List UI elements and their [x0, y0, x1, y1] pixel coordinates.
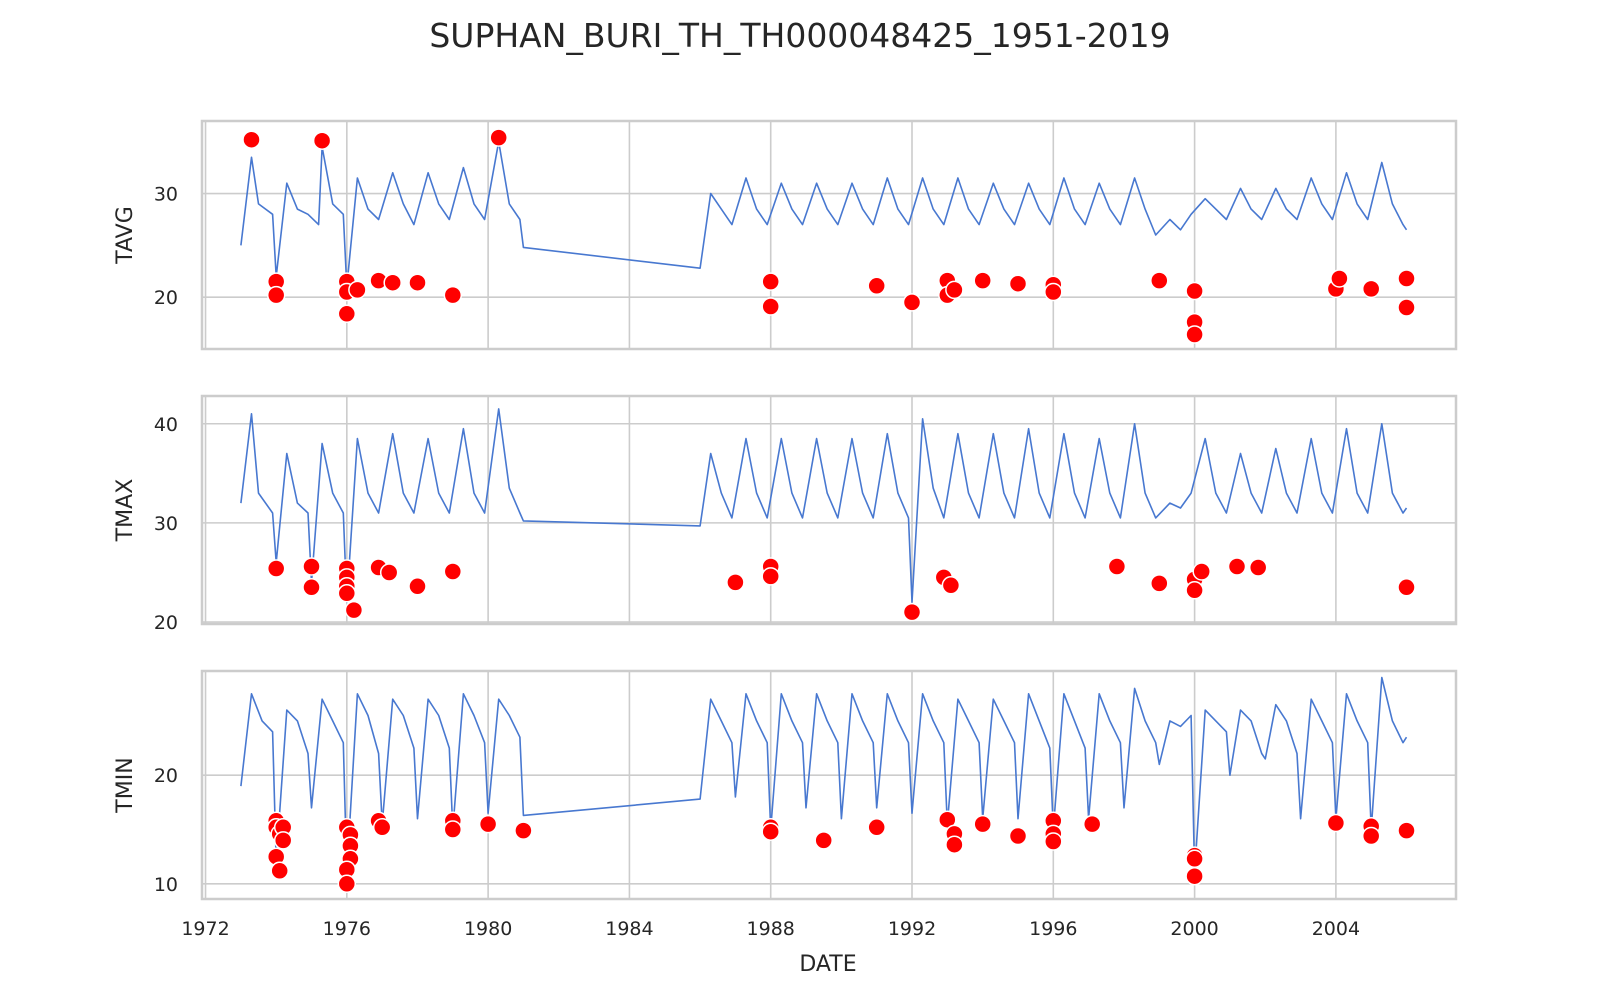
anomaly-point [266, 285, 286, 305]
anomaly-point [302, 578, 321, 597]
x-tick-label: 2004 [1312, 918, 1360, 940]
anomaly-point [761, 272, 780, 291]
x-tick-label: 1996 [1029, 918, 1077, 940]
anomaly-point [902, 293, 922, 312]
anomaly-point [242, 130, 261, 149]
anomaly-point [379, 563, 399, 582]
anomaly-point [337, 584, 357, 603]
anomaly-point [1397, 298, 1416, 317]
y-tick-label: 30 [154, 184, 178, 206]
panel-tmin: 10 20 TMIN [113, 669, 1458, 901]
series-line-tavg [240, 140, 1408, 288]
anomaly-point [443, 820, 463, 839]
anomaly-point [383, 273, 402, 292]
x-tick-label: 1988 [747, 918, 795, 940]
anomaly-point [1044, 282, 1063, 302]
anomaly-point [1397, 578, 1416, 597]
chart-title: SUPHAN_BURI_TH_TH000048425_1951-2019 [429, 16, 1170, 55]
anomaly-point [478, 814, 498, 834]
anomaly-point [726, 573, 745, 592]
anomaly-point [1185, 325, 1204, 344]
anomaly-point [1361, 826, 1381, 846]
anomaly-point [902, 602, 922, 622]
anomaly-point [941, 576, 961, 595]
panel-tavg: 20 30 TAVG [113, 119, 1458, 351]
anomaly-point [1361, 279, 1381, 299]
anomaly-point [867, 276, 886, 296]
anomaly-point [1150, 271, 1169, 290]
x-tick-label: 2000 [1170, 918, 1218, 940]
x-tick-label: 1984 [605, 918, 653, 940]
series-line-tmax [240, 408, 1408, 604]
anomaly-point [761, 822, 780, 841]
anomaly-point [1397, 269, 1416, 288]
anomaly-point [443, 285, 463, 305]
anomaly-point [1044, 832, 1063, 851]
anomaly-point [1008, 274, 1028, 293]
anomaly-point [945, 835, 964, 854]
anomaly-point [408, 273, 427, 292]
anomaly-point [1185, 581, 1204, 600]
anomaly-point [973, 271, 992, 290]
x-axis: 1972 1976 1980 1984 1988 1992 1996 2000 2004 [181, 918, 1360, 940]
series-line-tmin [240, 676, 1408, 874]
plot-frame [200, 669, 1458, 901]
anomaly-point [1008, 826, 1028, 846]
x-tick-label: 1972 [181, 918, 229, 940]
anomaly-point [1227, 557, 1247, 576]
anomaly-point [1082, 814, 1102, 834]
y-tick-label: 20 [154, 287, 178, 309]
x-tick-label: 1976 [323, 918, 371, 940]
panel-tmax: 20 30 40 TMAX [113, 394, 1458, 634]
anomaly-point [1150, 574, 1169, 593]
anomaly-point [761, 297, 780, 316]
anomaly-point [1185, 866, 1204, 886]
plot-frame [200, 119, 1458, 351]
anomaly-point [973, 814, 992, 834]
x-tick-label: 1980 [464, 918, 512, 940]
y-tick-label: 20 [154, 612, 178, 634]
anomaly-point [443, 562, 463, 581]
anomaly-point [337, 304, 357, 324]
anomaly-point [302, 557, 321, 576]
y-tick-label: 40 [154, 414, 178, 436]
anomaly-point [312, 131, 332, 150]
anomaly-point [1192, 562, 1211, 581]
anomaly-point [344, 600, 364, 620]
anomaly-point [1185, 281, 1204, 301]
anomaly-point [270, 861, 289, 881]
anomaly-point [514, 821, 533, 840]
anomaly-point [761, 567, 780, 586]
y-tick-label: 10 [154, 874, 178, 896]
y-axis-label-tavg: TAVG [113, 206, 138, 264]
y-axis-label-tmin: TMIN [113, 757, 138, 813]
anomaly-point [348, 280, 367, 300]
anomaly-point [337, 874, 357, 894]
anomaly-point [489, 128, 508, 147]
anomaly-point [1248, 558, 1268, 577]
anomaly-point [408, 577, 427, 596]
anomaly-point [814, 831, 833, 850]
anomaly-point [1397, 821, 1416, 840]
anomaly-point [1107, 557, 1127, 576]
anomaly-point [1330, 269, 1349, 288]
anomaly-point [1185, 849, 1204, 869]
y-tick-label: 20 [154, 765, 178, 787]
anomaly-point [266, 559, 286, 578]
anomaly-point [372, 818, 392, 837]
chart-panels: 20 30 TAVG 20 30 40 TMAX 10 20 TMIN [113, 119, 1458, 901]
y-axis-label-tmax: TMAX [113, 479, 138, 543]
anomaly-point [273, 831, 293, 850]
y-tick-label: 30 [154, 513, 178, 535]
x-axis-label: DATE [799, 952, 856, 977]
x-tick-label: 1992 [888, 918, 936, 940]
anomaly-point [867, 818, 886, 837]
anomaly-point [945, 280, 964, 300]
plot-frame [200, 394, 1458, 626]
anomaly-point [1326, 813, 1346, 833]
